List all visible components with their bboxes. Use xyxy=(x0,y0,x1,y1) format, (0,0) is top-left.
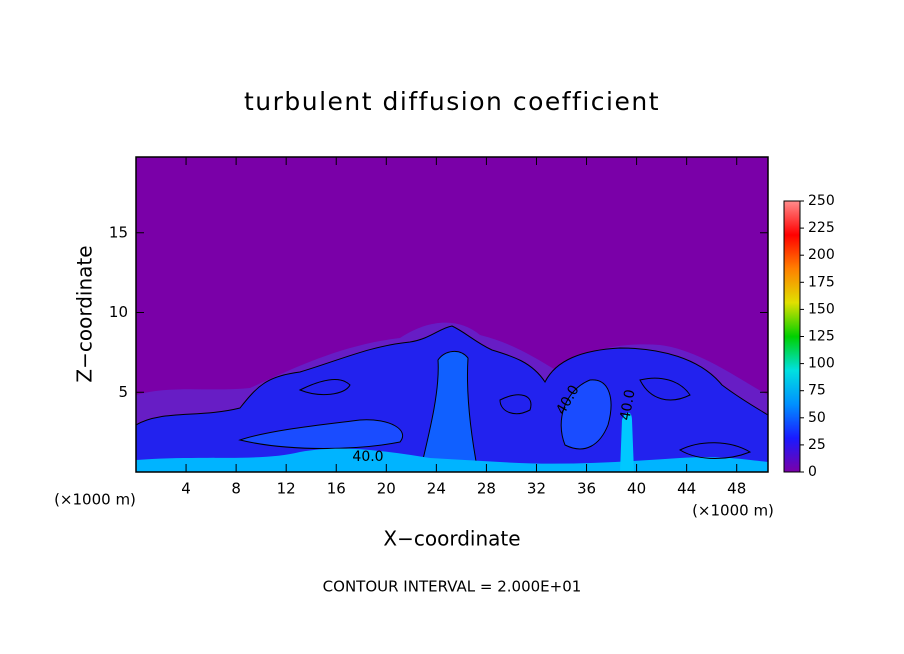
x-tick-label: 32 xyxy=(527,480,546,498)
colorbar-tick-label: 25 xyxy=(808,437,826,453)
contour-label: 40.0 xyxy=(617,388,638,421)
x-tick-label: 44 xyxy=(677,480,696,498)
x-tick-label: 16 xyxy=(327,480,346,498)
x-tick-label: 12 xyxy=(277,480,296,498)
field-region xyxy=(419,351,479,472)
x-tick-label: 28 xyxy=(477,480,496,498)
field xyxy=(136,157,768,472)
x-tick-label: 48 xyxy=(727,480,746,498)
x-tick-label: 20 xyxy=(377,480,396,498)
y-tick-label: 10 xyxy=(109,303,128,321)
x-tick-label: 8 xyxy=(231,480,241,498)
x-tick-label: 40 xyxy=(627,480,646,498)
y-tick-label: 5 xyxy=(118,383,128,401)
colorbar-tick-label: 225 xyxy=(808,220,835,236)
colorbar xyxy=(783,200,801,473)
colorbar-tick-label: 200 xyxy=(808,247,835,263)
footer: CONTOUR INTERVAL = 2.000E+01 xyxy=(323,578,582,596)
colorbar-tick-label: 250 xyxy=(808,193,835,209)
colorbar-tick-label: 75 xyxy=(808,383,826,399)
field-region xyxy=(136,448,768,472)
plot-frame xyxy=(135,156,769,473)
colorbar-tick-label: 100 xyxy=(808,356,835,372)
x-axis-label: X−coordinate xyxy=(383,527,520,551)
colorbar-tick-label: 0 xyxy=(808,464,817,480)
contour-line xyxy=(298,377,752,459)
contour-label: 40.0 xyxy=(352,449,383,465)
y-tick-label: 15 xyxy=(109,223,128,241)
field-region xyxy=(620,412,634,472)
x-tick-label: 4 xyxy=(181,480,191,498)
x-unit-label: (×1000 m) xyxy=(692,502,774,520)
x-tick-label: 24 xyxy=(427,480,446,498)
x-tick-label: 36 xyxy=(577,480,596,498)
colorbar-tick-label: 150 xyxy=(808,301,835,317)
field-region xyxy=(238,419,403,449)
x-unit-label: (×1000 m) xyxy=(54,491,136,509)
colorbar-tick-label: 125 xyxy=(808,329,835,345)
chart-title: turbulent diffusion coefficient xyxy=(244,87,660,116)
y-axis-label: Z−coordinate xyxy=(73,245,97,382)
colorbar-tick-label: 175 xyxy=(808,274,835,290)
colorbar-tick-label: 50 xyxy=(808,410,826,426)
field-region xyxy=(560,379,612,450)
